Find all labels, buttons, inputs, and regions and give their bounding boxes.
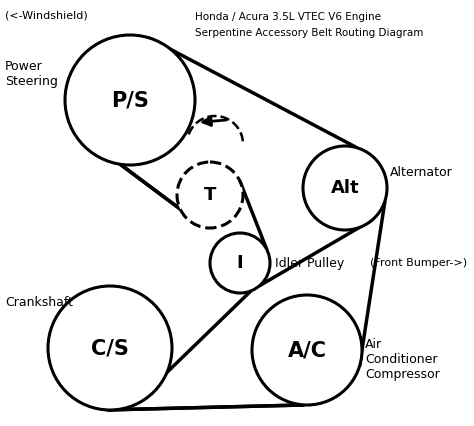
Text: T: T bbox=[204, 186, 216, 204]
Text: A/C: A/C bbox=[288, 340, 327, 360]
Circle shape bbox=[303, 146, 387, 230]
Text: Power
Steering: Power Steering bbox=[5, 60, 58, 88]
Text: (<-Windshield): (<-Windshield) bbox=[5, 10, 88, 20]
Text: Air
Conditioner
Compressor: Air Conditioner Compressor bbox=[365, 338, 440, 381]
Circle shape bbox=[210, 233, 270, 293]
Text: I: I bbox=[237, 254, 243, 272]
Text: Honda / Acura 3.5L VTEC V6 Engine: Honda / Acura 3.5L VTEC V6 Engine bbox=[195, 12, 381, 22]
Text: Alternator: Alternator bbox=[390, 165, 453, 178]
Text: Idler Pulley: Idler Pulley bbox=[275, 256, 344, 270]
Text: C/S: C/S bbox=[91, 338, 129, 358]
Circle shape bbox=[65, 35, 195, 165]
Text: P/S: P/S bbox=[111, 90, 149, 110]
Text: (Front Bumper->): (Front Bumper->) bbox=[370, 258, 467, 268]
Circle shape bbox=[252, 295, 362, 405]
Text: Crankshaft: Crankshaft bbox=[5, 296, 73, 310]
Circle shape bbox=[48, 286, 172, 410]
Circle shape bbox=[177, 162, 243, 228]
Text: Serpentine Accessory Belt Routing Diagram: Serpentine Accessory Belt Routing Diagra… bbox=[195, 28, 423, 38]
Text: Alt: Alt bbox=[331, 179, 359, 197]
